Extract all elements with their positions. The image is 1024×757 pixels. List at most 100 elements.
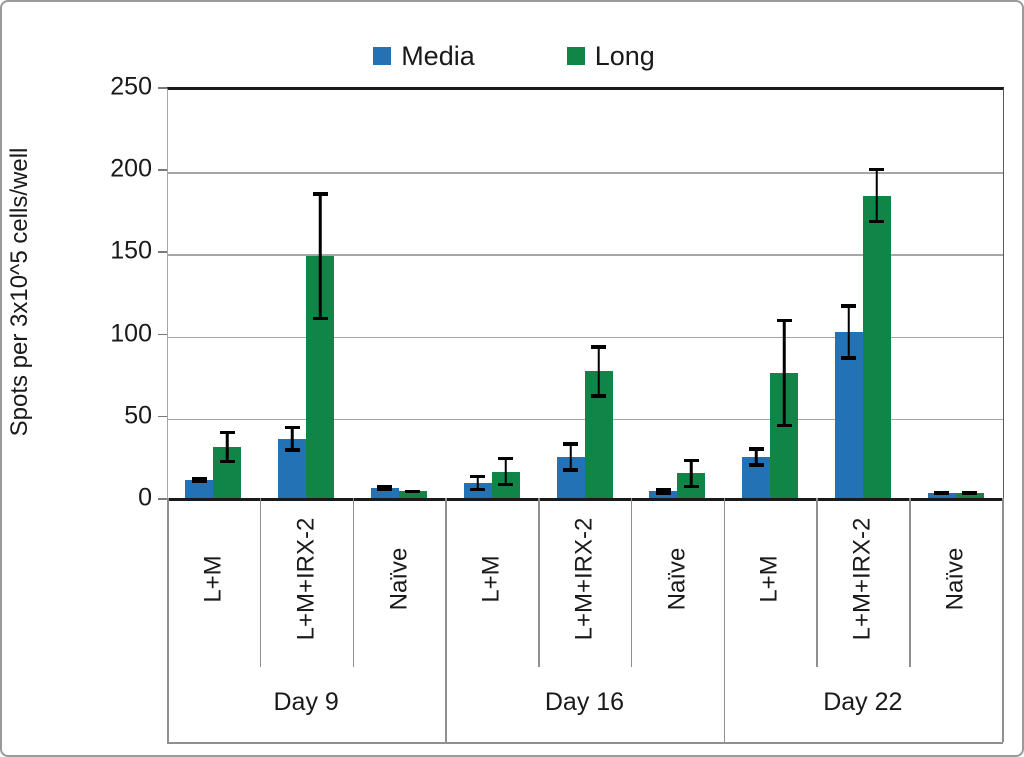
error-bar-cap-bottom (284, 448, 300, 452)
x-axis-line (167, 498, 1003, 501)
error-bar-cap-bottom (962, 491, 978, 495)
error-bar-line (754, 447, 758, 467)
y-tick-label-50: 50 (124, 401, 152, 430)
x-category-label-2: Naïve (353, 499, 446, 659)
x-category-label-0: L+M (167, 499, 260, 659)
y-tick-mark-50 (158, 415, 167, 418)
category-separator (352, 498, 355, 667)
x-category-text: Naïve (384, 547, 412, 611)
y-tick-mark-250 (158, 87, 167, 89)
error-bar-long-8 (962, 491, 978, 495)
category-separator (816, 498, 818, 667)
error-bar-line (782, 318, 786, 428)
x-category-label-1: L+M+IRX-2 (260, 499, 353, 659)
group-separator (723, 498, 726, 742)
error-bar-media-4 (563, 442, 578, 472)
media-series-swatch (373, 47, 392, 65)
bar-media-2 (370, 488, 399, 498)
error-bar-cap-bottom (776, 423, 792, 428)
bar-media-5 (649, 491, 678, 498)
y-tick-label-250: 250 (110, 72, 152, 101)
error-bar-long-2 (405, 489, 421, 494)
x-group-label-1: Day 16 (544, 687, 625, 716)
error-bar-cap-top (377, 484, 393, 489)
error-bar-long-6 (776, 318, 792, 428)
error-bar-media-5 (655, 488, 671, 495)
error-bar-cap-bottom (377, 487, 393, 492)
error-bar-media-8 (934, 491, 950, 495)
gridline-y-150 (168, 254, 1003, 256)
error-bar-line (476, 474, 479, 492)
error-bar-line (597, 345, 600, 398)
error-bar-cap-bottom (312, 316, 328, 321)
x-category-text: Naïve (941, 547, 969, 611)
group-separator (445, 498, 447, 742)
chart-legend: Media Long (2, 38, 1022, 74)
error-bar-cap-bottom (934, 491, 950, 495)
category-separator (909, 498, 911, 667)
error-bar-line (690, 458, 693, 489)
error-bar-cap-bottom (405, 489, 421, 494)
error-bar-media-2 (377, 484, 393, 492)
legend-item-long: Long (566, 40, 655, 72)
error-bar-cap-bottom (683, 484, 699, 489)
error-bar-cap-top (869, 167, 885, 172)
error-bar-cap-bottom (563, 468, 578, 472)
error-bar-cap-bottom (498, 482, 514, 487)
error-bar-media-0 (191, 476, 207, 484)
error-bar-cap-bottom (219, 459, 235, 464)
x-group-label-0: Day 9 (273, 687, 339, 716)
y-tick-label-100: 100 (110, 319, 152, 348)
x-category-label-8: Naïve (909, 499, 1002, 659)
error-bar-long-4 (591, 345, 606, 398)
error-bar-media-7 (841, 304, 857, 360)
x-category-label-3: L+M (445, 499, 538, 659)
legend-label-long: Long (594, 40, 655, 71)
error-bar-cap-top (191, 476, 207, 481)
error-bar-media-6 (748, 447, 764, 467)
error-bar-cap-bottom (191, 479, 207, 484)
x-category-label-6: L+M (724, 499, 817, 659)
y-tick-mark-150 (158, 251, 167, 253)
x-category-text: L+M+IRX-2 (848, 517, 876, 641)
bar-media-8 (927, 493, 956, 498)
bar-media-0 (185, 479, 214, 498)
error-bar-cap-top (591, 345, 606, 349)
error-bar-cap-top (284, 425, 300, 430)
error-bar-line (875, 167, 879, 224)
group-separator (1002, 498, 1004, 742)
error-bar-line (569, 442, 572, 472)
error-bar-cap-top (563, 442, 578, 446)
x-category-label-5: Naïve (631, 499, 724, 659)
error-bar-cap-top (219, 430, 235, 435)
error-bar-cap-bottom (869, 219, 885, 224)
category-separator (259, 498, 262, 667)
error-bar-line (504, 456, 507, 487)
error-bar-line (318, 192, 322, 321)
category-separator (538, 498, 540, 667)
long-series-swatch (566, 47, 585, 65)
y-tick-label-200: 200 (110, 154, 152, 183)
error-bar-cap-top (841, 304, 857, 308)
error-bar-cap-bottom (748, 463, 764, 467)
x-category-text: L+M (199, 555, 227, 603)
error-bar-cap-top (655, 488, 671, 492)
error-bar-cap-top (470, 474, 486, 479)
y-tick-mark-100 (158, 333, 167, 336)
x-category-label-7: L+M+IRX-2 (816, 499, 909, 659)
error-bar-cap-top (312, 192, 328, 196)
error-bar-long-3 (498, 456, 514, 487)
x-category-text: L+M (477, 555, 505, 603)
error-bar-line (290, 425, 294, 452)
bar-long-2 (398, 491, 427, 498)
error-bar-cap-bottom (655, 491, 671, 495)
bar-long-8 (955, 493, 984, 498)
y-tick-label-150: 150 (110, 236, 152, 265)
error-bar-cap-bottom (841, 356, 857, 360)
error-bar-line (226, 430, 229, 464)
y-tick-label-0: 0 (138, 483, 152, 512)
legend-label-media: Media (401, 40, 475, 71)
gridline-y-100 (168, 336, 1003, 339)
error-bar-line (847, 304, 851, 360)
error-bar-cap-bottom (470, 487, 486, 492)
